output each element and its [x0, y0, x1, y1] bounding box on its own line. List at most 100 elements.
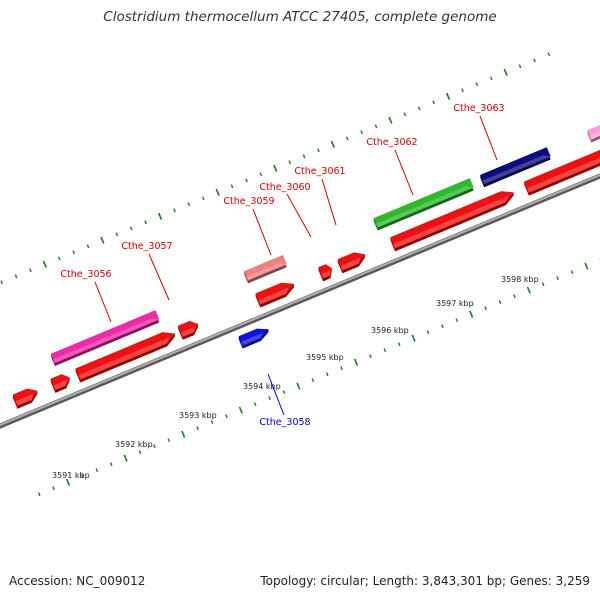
- scale-tick-upper: [144, 220, 148, 225]
- scale-tick-upper: [503, 68, 508, 76]
- gene-label-leader: [286, 193, 312, 238]
- scale-tick-lower: [225, 414, 228, 419]
- gene-cthe-3056: [51, 310, 160, 366]
- scale-tick-upper: [403, 112, 407, 117]
- scale-label: 3598 kbp: [501, 275, 539, 284]
- scale-tick-lower: [238, 406, 243, 414]
- scale-tick-lower: [541, 282, 545, 287]
- gene-cthe-3058: [238, 328, 269, 349]
- scale-tick-upper: [417, 106, 421, 111]
- scale-tick-lower: [109, 462, 113, 467]
- scale-tick-lower: [353, 358, 359, 366]
- scale-tick-upper: [215, 188, 220, 196]
- scale-tick-lower: [584, 262, 589, 270]
- gene-extra: [587, 125, 600, 143]
- gene-arrow-plus: [337, 252, 366, 274]
- scale-tick-upper: [72, 250, 75, 255]
- scale-tick-upper: [489, 76, 493, 81]
- scale-tick-upper: [518, 64, 522, 69]
- scale-tick-upper: [245, 178, 248, 183]
- scale-tick-upper: [42, 260, 47, 268]
- gene-label: Cthe_3057: [121, 241, 172, 252]
- scale-tick-lower: [397, 342, 401, 347]
- scale-tick-lower: [340, 366, 343, 371]
- scale-tick-upper: [230, 184, 234, 189]
- scale-tick-lower: [138, 450, 142, 455]
- gene-arrow-plus: [524, 149, 600, 196]
- gene-label: Cthe_3058: [259, 417, 310, 428]
- scale-tick-upper: [461, 88, 464, 93]
- gene-arrow-plus: [12, 388, 38, 409]
- scale-tick-upper: [173, 208, 176, 213]
- scale-tick-upper: [374, 124, 378, 129]
- scale-tick-upper: [432, 100, 436, 105]
- scale-tick-lower: [498, 300, 502, 305]
- scale-tick-upper: [129, 226, 133, 231]
- scale-tick-lower: [296, 382, 301, 390]
- gene-arrow-plus: [390, 191, 514, 252]
- scale-tick-lower: [325, 372, 329, 377]
- gene-cthe-3059: [244, 255, 287, 284]
- scale-tick-lower: [426, 330, 430, 335]
- scale-tick-lower: [469, 310, 474, 318]
- gene-label-leader: [321, 178, 337, 226]
- gene-label: Cthe_3063: [453, 103, 504, 114]
- scale-tick-lower: [210, 420, 214, 425]
- scale-label: 3591 kbp: [52, 471, 90, 480]
- gene-arrow-plus: [318, 264, 332, 282]
- gene-cthe-3063: [480, 147, 551, 188]
- scale-tick-lower: [411, 334, 416, 342]
- gene-label-leader: [94, 281, 112, 323]
- genome-summary-text: Topology: circular; Length: 3,843,301 bp…: [260, 574, 590, 588]
- accession-text: Accession: NC_009012: [9, 574, 146, 588]
- gene-label-leader: [394, 149, 414, 196]
- scale-tick-lower: [282, 390, 286, 395]
- gene-arrow-plus: [178, 321, 198, 340]
- scale-tick-lower: [513, 294, 516, 299]
- backbone-line: [0, 173, 600, 427]
- scale-tick-upper: [445, 92, 451, 100]
- scale-tick-upper: [259, 172, 263, 177]
- gene-label: Cthe_3062: [366, 137, 417, 148]
- gene-label: Cthe_3056: [60, 269, 111, 280]
- scale-tick-lower: [268, 396, 271, 401]
- scale-tick-upper: [475, 82, 479, 87]
- scale-tick-upper: [57, 256, 61, 261]
- scale-tick-lower: [65, 478, 71, 486]
- scale-tick-upper: [388, 116, 393, 124]
- scale-tick-lower: [455, 318, 459, 323]
- scale-tick-lower: [81, 474, 84, 479]
- scale-tick-upper: [330, 140, 335, 148]
- scale-tick-lower: [311, 378, 315, 383]
- scale-tick-lower: [369, 354, 372, 359]
- scale-label: 3596 kbp: [371, 326, 409, 335]
- scale-label: 3593 kbp: [179, 411, 217, 420]
- scale-tick-upper: [187, 202, 191, 207]
- gene-label: Cthe_3059: [223, 196, 274, 207]
- gene-label: Cthe_3060: [259, 182, 310, 193]
- scale-tick-lower: [37, 492, 41, 497]
- scale-tick-lower: [153, 444, 156, 449]
- gene-arrow-plus: [255, 282, 294, 308]
- scale-tick-upper: [273, 164, 278, 172]
- scale-tick-upper: [302, 154, 306, 159]
- gene-label-leader: [252, 208, 272, 256]
- gene-cthe-3062: [373, 178, 474, 231]
- scale-tick-lower: [196, 426, 199, 431]
- scale-label: 3595 kbp: [306, 353, 344, 362]
- gene-label-leader: [479, 115, 498, 161]
- scale-tick-lower: [167, 438, 171, 443]
- scale-label: 3597 kbp: [436, 299, 474, 308]
- scale-tick-upper: [157, 212, 163, 220]
- scale-tick-lower: [383, 348, 387, 353]
- scale-tick-upper: [345, 136, 349, 141]
- gene-arrow-plus: [75, 332, 175, 383]
- scale-tick-upper: [317, 148, 320, 153]
- scale-tick-upper: [201, 196, 205, 201]
- scale-tick-upper: [115, 232, 119, 237]
- scale-tick-lower: [484, 306, 487, 311]
- gene-arrow-plus: [50, 374, 70, 393]
- scale-tick-upper: [360, 130, 364, 135]
- scale-tick-upper: [29, 268, 32, 273]
- scale-label: 3592 kbp: [115, 440, 153, 449]
